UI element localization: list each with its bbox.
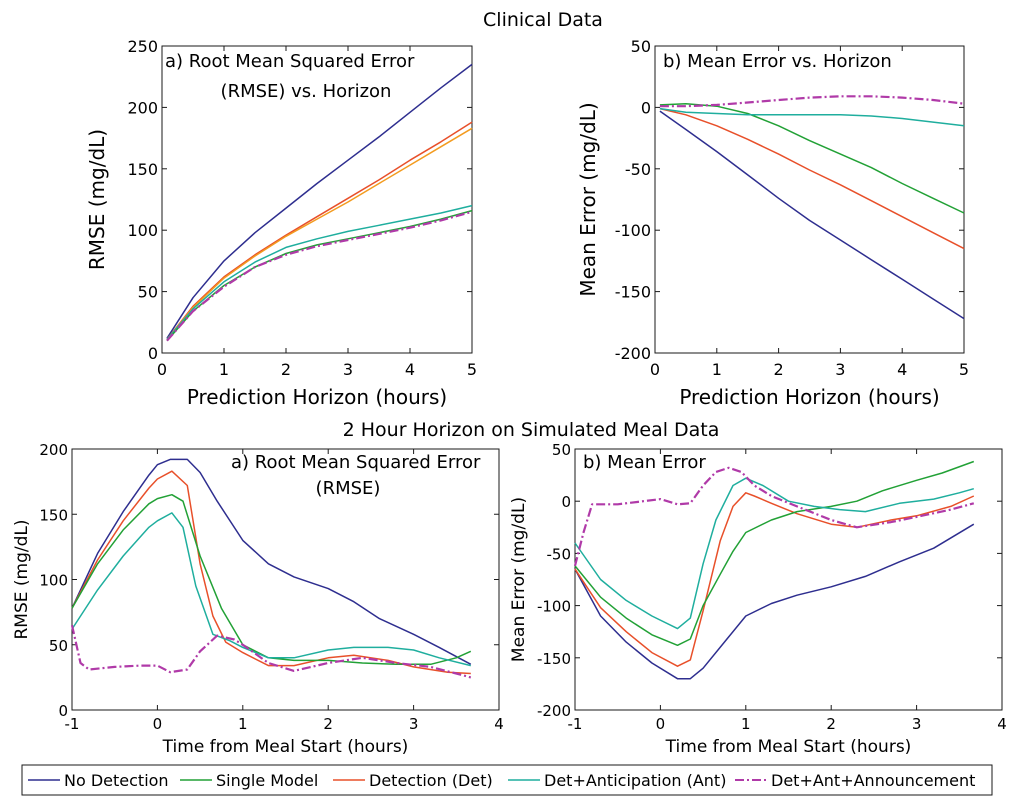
series-line-single-model	[71, 493, 472, 666]
y-tick-label: 50	[552, 441, 571, 459]
figure-subtitle: 2 Hour Horizon on Simulated Meal Data	[343, 419, 720, 441]
x-tick-label: -1	[568, 715, 583, 733]
y-tick-label: -200	[537, 702, 571, 720]
panel-title: b) Mean Error	[583, 452, 706, 473]
y-tick-label: 200	[127, 98, 158, 117]
y-tick-label: -150	[615, 283, 651, 302]
y-axis-label: Mean Error (mg/dL)	[509, 497, 529, 662]
plot-frame	[574, 448, 1003, 711]
y-tick-label: 100	[127, 221, 158, 240]
y-axis-label: RMSE (mg/dL)	[12, 519, 32, 639]
y-tick-label: 50	[631, 37, 651, 56]
x-tick-label: 1	[238, 715, 248, 733]
x-axis-label: Prediction Horizon (hours)	[187, 385, 447, 409]
legend-label-announcement: Det+Ant+Announcement	[771, 771, 975, 790]
x-tick-label: 0	[656, 715, 666, 733]
figure-title: Clinical Data	[483, 9, 603, 31]
series-line-det-anticipation-ant	[166, 204, 473, 340]
x-tick-label: 4	[997, 715, 1007, 733]
x-axis-label: Time from Meal Start (hours)	[162, 737, 409, 757]
x-tick-label: 3	[409, 715, 419, 733]
x-tick-label: 3	[343, 360, 353, 379]
series-line-det-ant-announcement	[659, 95, 965, 108]
series-line-det-ant-announcement	[70, 624, 472, 679]
series-line-single-model	[574, 460, 975, 647]
chart-clinical-mean-error: 0 1 2 3 4 5 -200 -150 -100 -50 0 50 b) Mean Error vs…	[576, 37, 969, 409]
y-tick-label: 250	[127, 37, 158, 56]
x-tick-label: 4	[494, 715, 504, 733]
x-tick-label: 4	[405, 360, 415, 379]
y-tick-label: -100	[615, 221, 651, 240]
series-line-no-detection	[71, 458, 472, 665]
series-line-detection-det	[659, 107, 965, 250]
series-line-det-anticipation-ant	[71, 512, 471, 667]
plot-frame	[654, 45, 965, 354]
x-tick-label: 2	[323, 715, 333, 733]
panel-title: b) Mean Error vs. Horizon	[663, 51, 892, 72]
x-tick-label: 1	[712, 360, 722, 379]
y-tick-label: 150	[39, 506, 68, 524]
series-line-no-detection	[659, 110, 965, 320]
panel-title: a) Root Mean Squared Error	[165, 51, 415, 72]
series-line-detection-det	[574, 492, 975, 667]
x-axis-label: Time from Meal Start (hours)	[665, 737, 912, 757]
y-axis-label: RMSE (mg/dL)	[85, 129, 109, 270]
y-tick-label: 150	[127, 160, 158, 179]
x-tick-label: 2	[774, 360, 784, 379]
x-tick-label: 3	[835, 360, 845, 379]
x-tick-label: 2	[826, 715, 836, 733]
legend-label-anticipation: Det+Anticipation (Ant)	[544, 771, 726, 790]
x-tick-label: 4	[897, 360, 907, 379]
x-axis-label: Prediction Horizon (hours)	[679, 385, 939, 409]
series-line-det-ant-announcement	[166, 210, 473, 342]
y-tick-label: -50	[625, 160, 651, 179]
legend-label-single-model: Single Model	[216, 771, 318, 790]
series-line-single-model	[166, 209, 473, 342]
chart-simulated-mean-error: -1 0 1 2 3 4 -200 -150 -100 -50 0 50 b) Mean Error Ti…	[509, 441, 1007, 757]
legend-label-no-detection: No Detection	[64, 771, 169, 790]
y-tick-label: 0	[641, 98, 651, 117]
series-line-no-detection	[166, 63, 473, 339]
panel-title: a) Root Mean Squared Error	[231, 452, 481, 473]
x-tick-label: 2	[281, 360, 291, 379]
y-tick-label: 0	[58, 702, 68, 720]
legend-label-detection: Detection (Det)	[369, 771, 493, 790]
x-tick-label: 3	[912, 715, 922, 733]
legend: No Detection Single Model Detection (Det…	[21, 764, 993, 796]
series-line-det-ant-announcement	[166, 127, 473, 340]
y-tick-label: 50	[138, 283, 158, 302]
y-tick-label: 50	[49, 637, 68, 655]
x-tick-label: 0	[650, 360, 660, 379]
x-tick-label: 5	[467, 360, 477, 379]
y-tick-label: 200	[39, 441, 68, 459]
x-tick-label: 0	[153, 715, 163, 733]
plot-frame	[161, 45, 473, 354]
y-axis-label: Mean Error (mg/dL)	[576, 102, 600, 296]
series-line-no-detection	[574, 523, 975, 680]
series-line-detection-det	[166, 121, 473, 340]
x-tick-label: -1	[65, 715, 80, 733]
panel-title-line2: (RMSE)	[316, 478, 381, 499]
x-tick-label: 0	[157, 360, 167, 379]
panel-title-line2: (RMSE) vs. Horizon	[221, 81, 392, 102]
y-tick-label: -150	[537, 650, 571, 668]
series-line-det-anticipation-ant	[659, 107, 965, 127]
y-tick-label: -200	[615, 344, 651, 363]
y-tick-label: 0	[561, 493, 571, 511]
x-tick-label: 1	[741, 715, 751, 733]
series-line-det-ant-announcement	[573, 466, 975, 567]
y-tick-label: 0	[148, 344, 158, 363]
y-tick-label: -100	[537, 598, 571, 616]
y-tick-label: -50	[547, 545, 572, 563]
x-tick-label: 1	[219, 360, 229, 379]
series-line-det-anticipation-ant	[574, 477, 975, 630]
y-tick-label: 100	[39, 572, 68, 590]
series-line-detection-det	[71, 470, 471, 675]
x-tick-label: 5	[959, 360, 969, 379]
